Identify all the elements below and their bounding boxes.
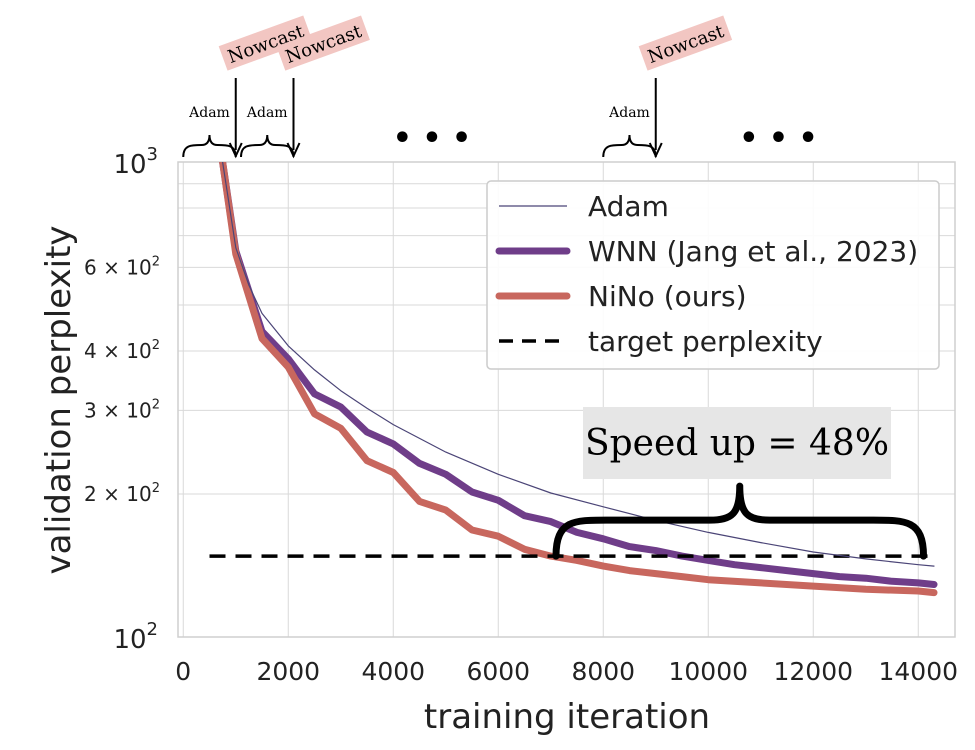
legend-box: [486, 180, 940, 370]
series-line-wnn-jang-et-al-2023: [219, 162, 938, 588]
x-tick-label: 8000: [571, 657, 635, 686]
y-major-tick-label: 102: [113, 619, 158, 655]
schedule-brace: [182, 134, 237, 158]
series-line-adam: [222, 162, 935, 567]
nowcast-tag-bg: [276, 15, 370, 71]
series-group: [209, 162, 938, 597]
nowcast-label: Nowcast: [645, 21, 727, 68]
speedup-label-box: [583, 407, 891, 479]
x-tick-label: 2000: [256, 657, 320, 686]
y-major-tick-label: 103: [113, 144, 158, 180]
series-line-nino-ours: [219, 162, 938, 597]
nowcast-arrowhead: [648, 142, 663, 159]
x-tick-label: 4000: [361, 657, 425, 686]
legend-label: target perplexity: [588, 325, 823, 358]
speedup-brace: [552, 482, 927, 560]
schedule-label: Adam: [246, 105, 288, 121]
y-minor-tick-label: 3 × 102: [84, 397, 160, 422]
nowcast-tag: Nowcast: [638, 15, 733, 71]
x-tick-label: 14000: [878, 657, 958, 686]
ellipsis-dots: • • •: [739, 121, 817, 156]
legend: Adam WNN (Jang et al., 2023) NiNo (ours) ta…: [486, 180, 940, 370]
schedule-label: Adam: [608, 105, 650, 121]
y-minor-tick-label: 4 × 102: [84, 338, 160, 363]
y-minor-tick-label: 2 × 102: [84, 481, 160, 506]
ellipsis-dots: • • •: [393, 121, 471, 156]
x-tick-label: 12000: [773, 657, 853, 686]
x-axis-label: training iteration: [424, 697, 710, 737]
legend-label: Adam: [588, 190, 669, 223]
nowcast-arrowhead: [228, 142, 243, 159]
nowcast-tag-bg: [218, 15, 313, 71]
nowcast-arrowhead: [286, 142, 301, 159]
legend-label: NiNo (ours): [588, 280, 747, 313]
legend-label: WNN (Jang et al., 2023): [588, 235, 918, 268]
plot-frame: [177, 161, 956, 638]
y-minor-tick-label: 6 × 102: [84, 254, 160, 279]
x-tick-label: 6000: [466, 657, 530, 686]
speedup-label: Speed up = 48%: [585, 423, 889, 464]
x-tick-label: 0: [175, 657, 191, 686]
nowcast-tag-bg: [638, 15, 733, 71]
schedule-brace: [240, 134, 295, 158]
schedule-label: Adam: [188, 105, 230, 121]
schedule-brace: [602, 134, 657, 158]
y-axis-label: validation perplexity: [39, 225, 79, 574]
x-tick-label: 10000: [668, 657, 748, 686]
